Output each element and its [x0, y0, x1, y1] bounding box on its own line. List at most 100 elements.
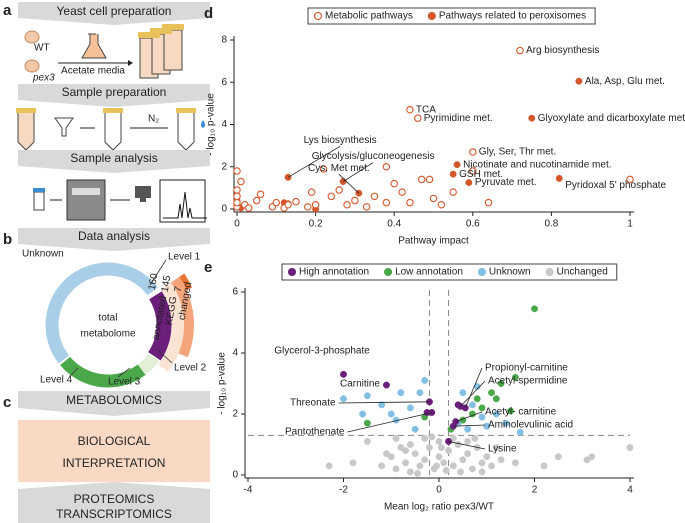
- point: [449, 170, 457, 178]
- point: [483, 422, 491, 430]
- point-label: Lys biosynthesis: [304, 135, 377, 146]
- point: [449, 462, 457, 470]
- flask-icon: [81, 33, 107, 59]
- ring-label: Level 1: [168, 252, 201, 263]
- banner: [18, 84, 210, 107]
- ring-label: Unknown: [22, 249, 64, 260]
- point-label: Acetyl- carnitine: [485, 407, 557, 418]
- point: [392, 465, 400, 473]
- leader-line: [448, 441, 486, 450]
- point: [423, 409, 431, 416]
- point: [349, 459, 357, 467]
- point: [370, 192, 379, 201]
- banner: [18, 391, 210, 416]
- banner: [18, 150, 210, 173]
- point: [233, 167, 241, 175]
- point-label: Glycolysis/gluconeogenesis: [312, 151, 435, 162]
- legend-marker: [477, 267, 486, 277]
- point: [340, 370, 347, 378]
- point-label: Acetyl-spermidine: [488, 376, 568, 387]
- y-tick-label: 6: [232, 287, 238, 298]
- point: [351, 196, 359, 205]
- legend-label: Pathways related to peroxisomes: [439, 11, 586, 22]
- point-label: Propionyl-carnitine: [485, 363, 568, 374]
- point: [325, 462, 333, 470]
- x-axis-label: Pathway impact: [398, 236, 469, 247]
- point: [327, 192, 336, 201]
- yeast-icon: [24, 59, 40, 73]
- point-label: GSH met.: [459, 169, 503, 180]
- point: [256, 190, 265, 198]
- point-label: Glycerol-3-phosphate: [274, 346, 370, 357]
- point-label: Pyridoxal 5' phosphate: [565, 180, 666, 191]
- point: [383, 450, 390, 458]
- point: [402, 459, 410, 467]
- point: [390, 179, 398, 188]
- point-label: Pyruvate met.: [475, 177, 537, 188]
- count: 7: [173, 285, 185, 293]
- x-tick-label: 0.8: [544, 219, 558, 230]
- step-title: Sample analysis: [70, 151, 157, 165]
- y-tick-label: 0: [221, 204, 227, 215]
- legend-box: [307, 7, 596, 25]
- step-title: Sample preparation: [62, 85, 167, 99]
- point: [516, 428, 524, 436]
- point: [414, 114, 422, 122]
- x-tick-label: 4: [627, 485, 633, 496]
- x-tick-label: 0.6: [466, 219, 480, 230]
- point: [378, 462, 386, 470]
- point: [421, 456, 429, 464]
- count-name: KEGG: [164, 295, 180, 326]
- point: [406, 468, 414, 476]
- point: [516, 46, 524, 55]
- point: [233, 192, 241, 201]
- point: [575, 77, 583, 85]
- ring-label: Level 4: [40, 375, 73, 386]
- point-label: Ala, Asp, Glu met.: [585, 76, 665, 87]
- point: [426, 444, 433, 451]
- x-tick-label: -4: [244, 485, 253, 496]
- panel-letter: c: [3, 394, 11, 411]
- point: [363, 419, 371, 427]
- point: [478, 413, 486, 421]
- point: [406, 198, 414, 207]
- point-label: Carnitine: [340, 379, 380, 390]
- point: [492, 395, 500, 403]
- point: [307, 188, 316, 196]
- y-tick-label: 4: [232, 348, 238, 359]
- point: [245, 204, 253, 212]
- point: [414, 470, 421, 477]
- point: [478, 468, 486, 476]
- prep-icons: [16, 108, 205, 151]
- point: [484, 198, 493, 207]
- point: [468, 465, 476, 473]
- interpretation-box: [18, 420, 210, 482]
- label: WT: [34, 43, 50, 54]
- point: [457, 468, 464, 476]
- point-label: Lysine: [488, 444, 517, 455]
- point-label: Pyrimidine met.: [424, 113, 493, 124]
- point: [406, 441, 414, 448]
- point: [284, 173, 292, 181]
- banner: [18, 2, 210, 25]
- y-axis-label: - log₁₀ p-value: [217, 352, 228, 415]
- point: [454, 441, 462, 448]
- point: [340, 395, 347, 403]
- point: [362, 203, 371, 211]
- banner: [18, 228, 210, 251]
- point: [540, 462, 548, 470]
- point: [429, 194, 438, 203]
- point: [531, 305, 538, 313]
- point: [488, 462, 495, 470]
- x-tick-label: 0: [436, 485, 442, 496]
- panel-letter: a: [3, 2, 12, 19]
- ring-center: metabolome: [80, 329, 135, 340]
- point: [464, 438, 472, 445]
- point: [445, 447, 452, 455]
- point: [359, 410, 367, 418]
- point: [554, 453, 562, 461]
- x-tick-label: 2: [532, 485, 538, 496]
- point: [252, 196, 261, 205]
- point: [392, 434, 400, 442]
